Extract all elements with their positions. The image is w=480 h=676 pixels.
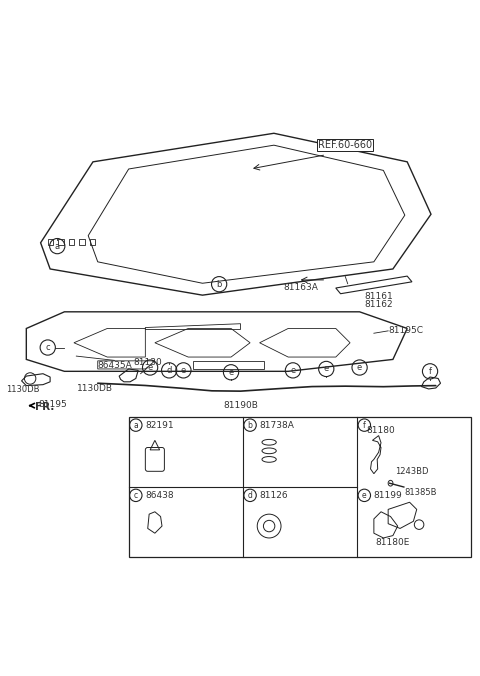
Text: b: b xyxy=(216,280,222,289)
Text: FR.: FR. xyxy=(35,402,54,412)
Text: 1130DB: 1130DB xyxy=(77,384,113,393)
Text: 81199: 81199 xyxy=(374,491,403,500)
Text: 81180E: 81180E xyxy=(376,538,410,547)
Text: a: a xyxy=(133,420,138,430)
Text: 81180: 81180 xyxy=(367,427,396,435)
Text: e: e xyxy=(362,491,367,500)
Text: e: e xyxy=(324,364,329,373)
Text: REF.60-660: REF.60-660 xyxy=(318,140,372,150)
Text: 81195: 81195 xyxy=(38,400,67,409)
Text: 1130DB: 1130DB xyxy=(6,385,39,393)
Text: b: b xyxy=(248,420,252,430)
Text: d: d xyxy=(167,366,172,375)
Text: d: d xyxy=(248,491,252,500)
Text: c: c xyxy=(46,343,50,352)
Text: f: f xyxy=(429,367,432,376)
Text: 86435A: 86435A xyxy=(97,361,132,370)
Text: e: e xyxy=(147,363,153,372)
Text: 81385B: 81385B xyxy=(405,488,437,498)
Text: e: e xyxy=(228,368,234,377)
Text: e: e xyxy=(181,366,186,375)
Text: 81163A: 81163A xyxy=(283,283,318,292)
Text: 86438: 86438 xyxy=(145,491,174,500)
Text: 81738A: 81738A xyxy=(260,420,295,430)
Text: c: c xyxy=(134,491,138,500)
Text: e: e xyxy=(290,366,296,375)
Text: 81162: 81162 xyxy=(364,300,393,309)
Text: 81130: 81130 xyxy=(133,358,162,366)
Text: 81161: 81161 xyxy=(364,292,393,301)
Text: 81126: 81126 xyxy=(260,491,288,500)
Text: e: e xyxy=(357,363,362,372)
Text: 81195C: 81195C xyxy=(388,327,423,335)
Text: a: a xyxy=(55,241,60,251)
Text: 1243BD: 1243BD xyxy=(396,467,429,476)
Text: f: f xyxy=(363,420,366,430)
Text: 82191: 82191 xyxy=(145,420,174,430)
Text: 81190B: 81190B xyxy=(223,401,258,410)
